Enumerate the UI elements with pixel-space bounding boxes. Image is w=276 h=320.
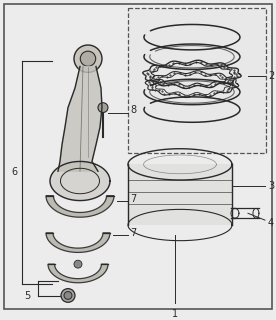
Text: 5: 5 bbox=[24, 292, 30, 301]
Text: 2: 2 bbox=[268, 71, 274, 81]
Polygon shape bbox=[46, 233, 110, 252]
Circle shape bbox=[98, 103, 108, 113]
Text: 7: 7 bbox=[130, 194, 136, 204]
Polygon shape bbox=[46, 196, 114, 217]
Text: 8: 8 bbox=[130, 105, 136, 115]
Text: 6: 6 bbox=[11, 167, 17, 177]
Text: 4: 4 bbox=[268, 218, 274, 228]
Text: 1: 1 bbox=[172, 309, 178, 319]
Polygon shape bbox=[58, 67, 102, 171]
Circle shape bbox=[74, 45, 102, 72]
Polygon shape bbox=[128, 164, 232, 225]
Text: 7: 7 bbox=[130, 228, 136, 238]
Circle shape bbox=[61, 289, 75, 302]
Polygon shape bbox=[50, 161, 110, 201]
Polygon shape bbox=[48, 264, 108, 283]
Text: 3: 3 bbox=[268, 181, 274, 191]
Circle shape bbox=[74, 260, 82, 268]
Bar bbox=[128, 8, 266, 153]
Circle shape bbox=[80, 51, 96, 66]
Circle shape bbox=[64, 292, 72, 300]
